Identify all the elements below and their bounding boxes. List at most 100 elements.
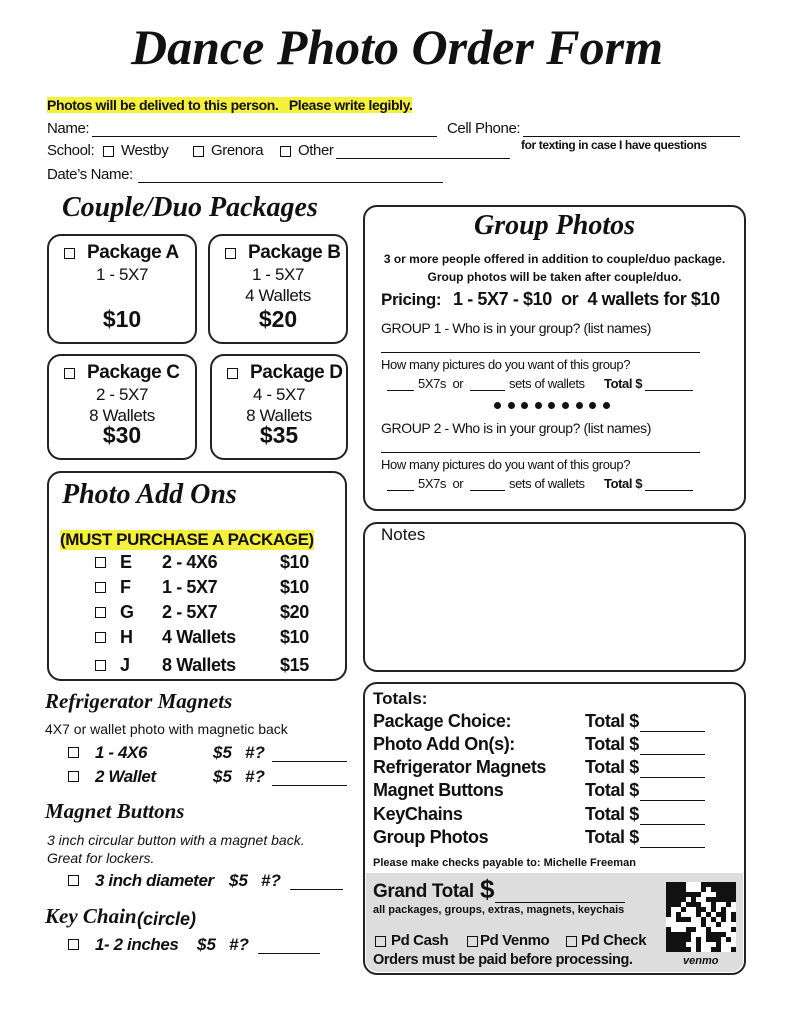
- blank-line: [290, 889, 343, 890]
- qr-module: [666, 942, 671, 947]
- item-label: 3 inch diameter: [95, 871, 214, 890]
- qr-module: [671, 887, 676, 892]
- qr-module: [701, 887, 706, 892]
- blank-line: [387, 490, 414, 491]
- qr-module: [681, 892, 686, 897]
- package-box: [208, 234, 348, 344]
- qr-code: [666, 882, 736, 952]
- total-field: Total $: [585, 780, 639, 800]
- qr-module: [681, 887, 686, 892]
- qr-module: [716, 892, 721, 897]
- blank-line: [640, 777, 705, 778]
- total-field: Total $: [585, 711, 639, 731]
- section-title: Group Photos: [473, 210, 636, 241]
- totals-box: [363, 682, 746, 975]
- item-qty: #?: [229, 935, 249, 954]
- package-price: $30: [102, 422, 142, 448]
- blank-line: [523, 136, 740, 137]
- qr-module: [716, 937, 721, 942]
- checkbox: [227, 368, 238, 379]
- section-title: Couple/Duo Packages: [62, 192, 318, 223]
- checks-note: Please make checks payable to: Michelle …: [373, 857, 636, 869]
- qr-module: [681, 897, 686, 902]
- pricing-label: Pricing:: [381, 290, 442, 309]
- qr-module: [721, 917, 726, 922]
- qr-module: [721, 912, 726, 917]
- qr-module: [701, 922, 706, 927]
- blank-line: [381, 352, 700, 353]
- qr-module: [696, 942, 701, 947]
- magnets-desc: 4X7 or wallet photo with magnetic back: [45, 721, 288, 737]
- totals-title: Totals:: [373, 689, 428, 708]
- cell-label: Cell Phone:: [447, 120, 521, 137]
- package-price: $10: [102, 306, 142, 332]
- package-name: Package D: [250, 362, 343, 383]
- dates-name-label: Date’s Name:: [47, 166, 133, 183]
- qr-module: [711, 902, 716, 907]
- qr-module: [676, 892, 681, 897]
- keychain-subtitle: (circle): [137, 909, 197, 929]
- qr-module: [701, 917, 706, 922]
- group-total: Total $: [604, 476, 643, 491]
- blank-line: [272, 761, 347, 762]
- package-box: [47, 354, 197, 460]
- qr-module: [676, 882, 681, 887]
- qr-module: [696, 937, 701, 942]
- qr-module: [696, 912, 701, 917]
- qr-module: [726, 892, 731, 897]
- notes-box: [363, 522, 746, 672]
- notes-title: Notes: [381, 525, 426, 544]
- qr-module: [666, 882, 671, 887]
- qr-module: [691, 892, 696, 897]
- total-label: Refrigerator Magnets: [373, 757, 547, 777]
- qr-module: [701, 882, 706, 887]
- qr-module: [676, 912, 681, 917]
- qr-module: [691, 902, 696, 907]
- checkbox: [64, 368, 75, 379]
- qr-module: [711, 882, 716, 887]
- checkbox: [225, 248, 236, 259]
- qr-module: [686, 947, 691, 952]
- group-question: How many pictures do you want of this gr…: [381, 457, 631, 472]
- qr-module: [676, 902, 681, 907]
- blank-line: [495, 902, 625, 903]
- item-price: $5: [229, 871, 248, 890]
- qr-module: [721, 907, 726, 912]
- qr-module: [731, 897, 736, 902]
- checkbox: [95, 557, 106, 568]
- qr-module: [666, 927, 671, 932]
- processing-note: Orders must be paid before processing.: [373, 952, 633, 968]
- name-label: Name:: [47, 120, 90, 137]
- checkbox: [68, 939, 79, 950]
- qr-module: [666, 947, 671, 952]
- qr-module: [716, 947, 721, 952]
- qr-module: [706, 882, 711, 887]
- qr-module: [671, 892, 676, 897]
- blank-line: [640, 824, 705, 825]
- qr-module: [726, 887, 731, 892]
- separator-dot: [521, 402, 529, 409]
- separator-dot: [548, 402, 556, 409]
- separator-dot: [602, 402, 610, 409]
- qr-module: [676, 917, 681, 922]
- notice: Photos will be delived to this person. P…: [47, 97, 413, 113]
- package-content: 4 Wallets: [245, 286, 311, 305]
- group-wallets: sets of wallets: [509, 476, 585, 491]
- separator-dot: [562, 402, 569, 409]
- package-content: 2 - 5X7: [95, 385, 148, 404]
- qr-module: [686, 917, 691, 922]
- qr-module: [706, 932, 711, 937]
- qr-module: [676, 937, 681, 942]
- blank-line: [640, 847, 705, 848]
- blank-line: [645, 390, 693, 391]
- form-title: Dance Photo Order Form: [131, 19, 663, 75]
- qr-module: [671, 932, 676, 937]
- add-on-price: $20: [280, 602, 309, 622]
- blank-line: [336, 158, 510, 159]
- qr-module: [696, 907, 701, 912]
- group-wallets: sets of wallets: [509, 376, 585, 391]
- qr-module: [721, 932, 726, 937]
- qr-module: [721, 887, 726, 892]
- qr-module: [686, 932, 691, 937]
